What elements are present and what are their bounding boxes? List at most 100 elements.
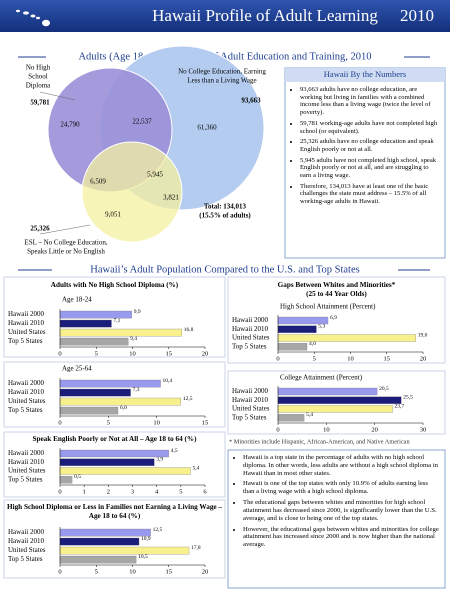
- bullet-item: The educational gaps between whites and …: [243, 499, 440, 522]
- category-label: Hawaii 2010: [8, 319, 44, 327]
- value-label: 5,4: [193, 465, 200, 471]
- bullets-box: [227, 449, 446, 589]
- page-title: Hawaii Profile of Adult Learning: [152, 6, 378, 25]
- chart-frame: [3, 431, 226, 498]
- venn-region: 22,537: [132, 118, 152, 126]
- venn-label: Diploma: [26, 82, 51, 90]
- x-tick-label: 20: [371, 426, 378, 433]
- value-label: 19,0: [418, 332, 428, 338]
- category-label: Hawaii 2000: [232, 387, 268, 395]
- x-tick-label: 30: [420, 426, 427, 433]
- value-label: 6,9: [330, 315, 337, 321]
- venn-total: 25,326: [30, 225, 50, 233]
- x-tick-label: 15: [166, 568, 173, 575]
- category-label: Hawaii 2000: [8, 449, 44, 457]
- bar: [277, 414, 305, 422]
- bullet-item: Hawaii is one of the top states with onl…: [243, 480, 440, 496]
- x-tick-label: 20: [420, 355, 427, 362]
- category-label: United States: [232, 334, 270, 342]
- footnote: * Minorities include Hispanic, African-A…: [229, 438, 410, 445]
- bullet-item: Hawaii is a top state in the percentage …: [243, 454, 440, 477]
- bar: [277, 343, 308, 351]
- x-tick-label: 3: [131, 488, 134, 495]
- bar: [59, 319, 112, 328]
- category-label: Top 5 States: [232, 342, 267, 350]
- venn-region: 6,509: [90, 178, 106, 186]
- value-label: 6,0: [120, 405, 127, 411]
- category-label: Hawaii 2000: [8, 528, 44, 536]
- esl-circle: [81, 141, 183, 243]
- category-label: United States: [8, 397, 46, 405]
- value-label: 25,5: [403, 395, 413, 401]
- chart-frame: [3, 499, 226, 579]
- x-tick-label: 20: [202, 568, 209, 575]
- chart-title: Speak English Poorly or Not at All – Age…: [32, 435, 197, 443]
- value-label: 4,0: [309, 341, 316, 347]
- value-label: 10,5: [138, 554, 148, 560]
- x-tick-label: 5: [95, 350, 98, 357]
- venn-label: No College Education, Earning: [178, 68, 266, 76]
- value-label: 12,5: [183, 396, 193, 402]
- venn-region: 24,790: [60, 121, 80, 129]
- venn-region: 61,360: [197, 124, 217, 132]
- chart-frame: [3, 361, 226, 428]
- category-label: Top 5 States: [8, 337, 43, 345]
- category-label: Hawaii 2010: [8, 537, 44, 545]
- bar: [59, 449, 169, 458]
- bar: [59, 528, 151, 537]
- x-tick-label: 15: [166, 350, 173, 357]
- x-tick-label: 1: [83, 488, 86, 495]
- chart-title: High School Diploma or Less in Families …: [7, 503, 222, 521]
- x-tick-label: 10: [323, 426, 330, 433]
- x-tick-label: 10: [153, 419, 160, 426]
- x-tick-label: 15: [384, 355, 391, 362]
- section-title: Adults (Age 18 to 64) In Need of Adult E…: [78, 51, 371, 62]
- value-label: 9,9: [134, 309, 141, 315]
- value-label: 7,3: [133, 387, 140, 393]
- bar: [59, 328, 182, 337]
- x-tick-label: 0: [58, 350, 61, 357]
- bar: [59, 337, 129, 346]
- x-tick-label: 20: [202, 350, 209, 357]
- bar: [277, 334, 416, 342]
- venn-label: Less than a Living Wage: [187, 77, 256, 85]
- x-tick-label: 5: [179, 488, 182, 495]
- chart-frame: [3, 276, 226, 358]
- value-label: 23,7: [395, 403, 405, 409]
- numbers-item: 93,663 adults have no college education,…: [300, 86, 440, 117]
- category-label: Hawaii 2000: [8, 310, 44, 318]
- value-label: 12,5: [153, 527, 163, 533]
- x-tick-label: 10: [347, 355, 354, 362]
- value-label: 3,9: [156, 457, 163, 463]
- value-label: 20,5: [379, 386, 389, 392]
- chart-title: Adults with No High School Diploma (%): [50, 281, 179, 289]
- bar: [59, 555, 137, 564]
- bar: [277, 325, 317, 333]
- bar: [277, 396, 402, 404]
- x-tick-label: 0: [58, 568, 61, 575]
- venn-total: 93,663: [241, 97, 261, 105]
- bar: [59, 406, 119, 415]
- value-label: 16,8: [184, 327, 194, 333]
- bar: [59, 458, 155, 466]
- panel-label: College Attainment (Percent): [280, 374, 363, 382]
- category-label: United States: [8, 467, 46, 475]
- numbers-item: 59,781 working-age adults have not compl…: [300, 120, 440, 135]
- panel-label: Age 18-24: [62, 296, 92, 304]
- category-label: Top 5 States: [232, 413, 267, 421]
- category-label: Hawaii 2000: [232, 316, 268, 324]
- category-label: Top 5 States: [8, 406, 43, 414]
- category-label: Hawaii 2010: [232, 396, 268, 404]
- chart-frame: [227, 276, 446, 364]
- venn-label: No High: [26, 64, 51, 72]
- x-tick-label: 5: [107, 419, 110, 426]
- chart-title: Gaps Between Whites and Minorities* (25 t…: [228, 281, 445, 300]
- bar: [59, 537, 140, 546]
- value-label: 7,1: [113, 318, 120, 324]
- numbers-item: 5,945 adults have not completed high sch…: [300, 157, 440, 180]
- x-tick-label: 5: [95, 568, 98, 575]
- venn-total: (15.5% of adults): [199, 212, 251, 220]
- numbers-item: 25,326 adults have no college education …: [300, 138, 440, 153]
- numbers-box-header: [285, 68, 445, 82]
